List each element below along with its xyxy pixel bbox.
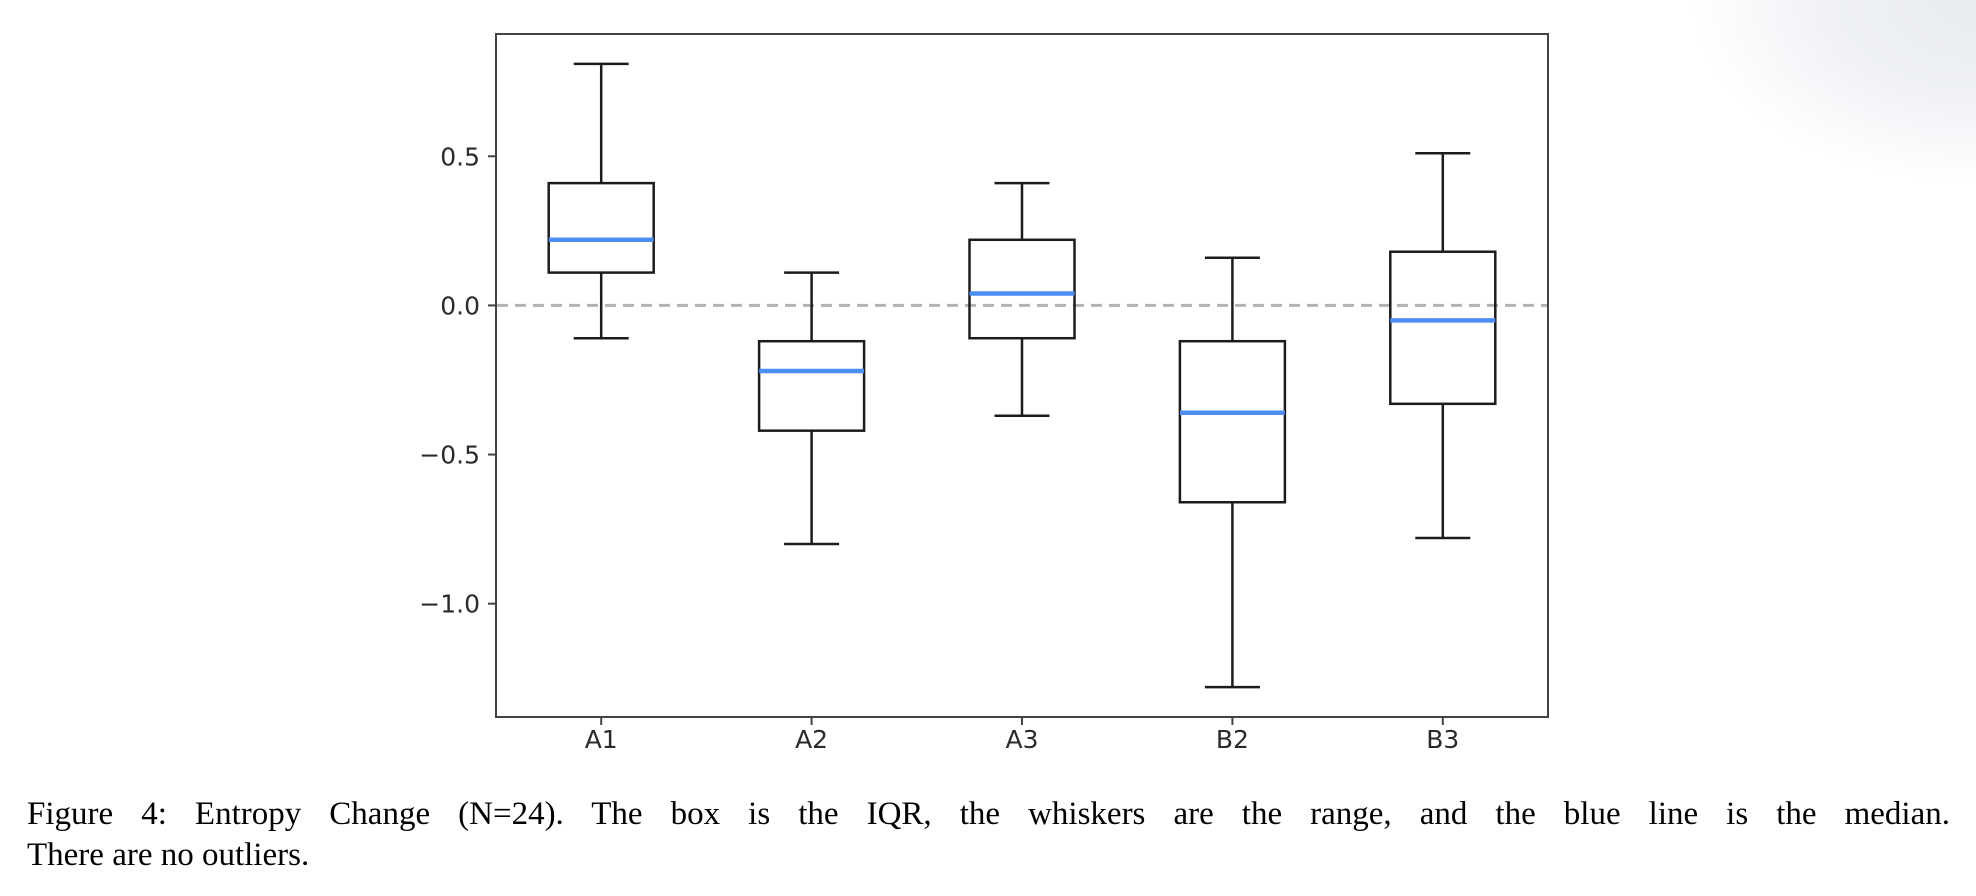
x-tick-label-B3: B3: [1426, 725, 1459, 754]
caption-line-2: There are no outliers.: [27, 837, 310, 873]
x-tick-label-A2: A2: [795, 725, 828, 754]
iqr-box-B2: [1178, 339, 1287, 504]
x-tick-label-B2: B2: [1216, 725, 1249, 754]
figure-caption: Figure 4: Entropy Change (N=24). The box…: [27, 794, 1950, 876]
y-tick-label-−1.0: −1.0: [419, 590, 480, 619]
y-tick-label-−0.5: −0.5: [419, 441, 480, 470]
iqr-box-A3: [968, 238, 1076, 340]
x-tick-label-A1: A1: [585, 725, 618, 754]
iqr-box-B3: [1389, 250, 1497, 406]
y-tick-label-0.5: 0.5: [440, 142, 480, 171]
y-tick-label-0.0: 0.0: [440, 291, 480, 320]
caption-line-1: Figure 4: Entropy Change (N=24). The box…: [27, 796, 1950, 832]
iqr-box-A1: [547, 181, 655, 274]
x-tick-label-A3: A3: [1005, 725, 1038, 754]
iqr-box-A2: [757, 339, 866, 432]
